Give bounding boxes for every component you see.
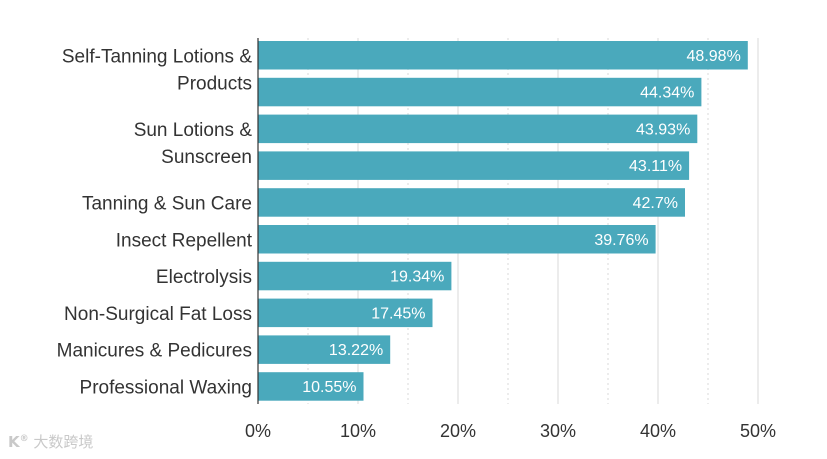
data-label-2: 43.93% xyxy=(636,121,690,138)
bars: 48.98% 44.34% 43.93% 43.11% 42.7% 39.76% 19.34… xyxy=(258,41,748,401)
category-labels: Self-Tanning Lotions & Products Sun Lotion… xyxy=(57,46,253,398)
bar-4 xyxy=(258,188,685,217)
bar-3 xyxy=(258,151,690,180)
category-label-0-0: Self-Tanning Lotions & xyxy=(62,46,252,67)
category-label-8-0: Manicures & Pedicures xyxy=(57,341,252,362)
data-label-7: 17.45% xyxy=(371,305,425,322)
category-label-6-0: Electrolysis xyxy=(156,267,252,288)
x-tick-label-30: 30% xyxy=(540,421,576,441)
data-label-5: 39.76% xyxy=(594,232,648,249)
category-label-2-0: Sun Lotions & xyxy=(134,120,253,141)
bar-2 xyxy=(258,114,698,144)
bar-5 xyxy=(258,225,656,254)
x-tick-label-20: 20% xyxy=(440,421,476,441)
category-label-9-0: Professional Waxing xyxy=(80,377,252,398)
data-label-1: 44.34% xyxy=(640,85,694,102)
data-label-0: 48.98% xyxy=(687,48,741,65)
x-tick-label-10: 10% xyxy=(340,421,376,441)
data-label-8: 13.22% xyxy=(329,342,383,359)
data-label-9: 10.55% xyxy=(302,379,356,396)
bar-1 xyxy=(258,77,702,107)
x-axis-ticks: 0% 10% 20% 30% 40% 50% xyxy=(245,421,776,441)
bar-6 xyxy=(258,261,452,291)
data-label-3: 43.11% xyxy=(629,158,682,175)
x-tick-label-50: 50% xyxy=(740,421,776,441)
watermark: K® 大数跨境 xyxy=(8,431,93,452)
bar-0 xyxy=(258,41,748,70)
bar-7 xyxy=(258,298,433,328)
x-tick-label-40: 40% xyxy=(640,421,676,441)
watermark-logo: K® xyxy=(8,433,29,451)
watermark-text: 大数跨境 xyxy=(33,433,94,451)
x-tick-label-0: 0% xyxy=(245,421,271,441)
category-label-0-1: Products xyxy=(177,73,252,94)
category-label-2-1: Sunscreen xyxy=(161,147,252,168)
category-label-4-0: Tanning & Sun Care xyxy=(82,193,252,214)
data-label-4: 42.7% xyxy=(633,195,678,212)
data-label-6: 19.34% xyxy=(390,269,444,286)
bar-8 xyxy=(258,335,391,364)
bar-9 xyxy=(258,372,364,401)
category-label-7-0: Non-Surgical Fat Loss xyxy=(64,304,252,325)
category-label-5-0: Insect Repellent xyxy=(116,230,253,251)
